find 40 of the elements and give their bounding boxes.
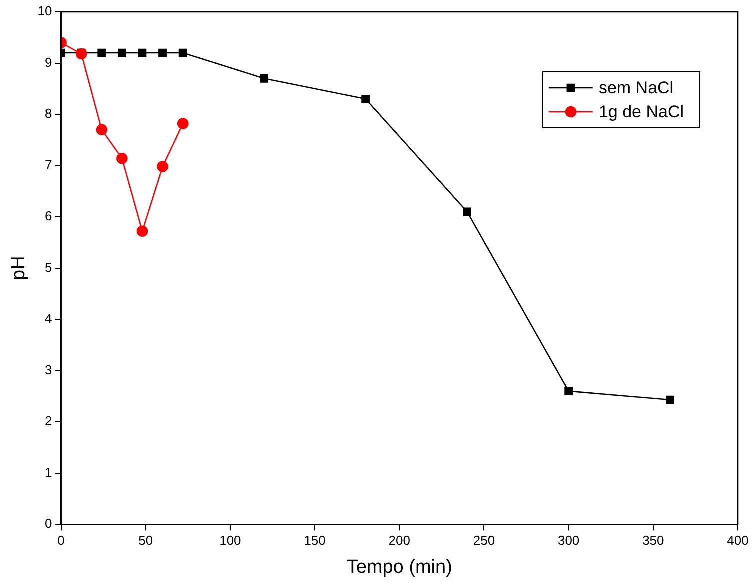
y-tick-label: 6	[45, 208, 52, 224]
point	[158, 48, 167, 58]
y-tick-label: 2	[45, 414, 52, 429]
x-tick-label: 400	[727, 532, 749, 548]
y-tick-label: 4	[45, 311, 52, 326]
point	[96, 124, 108, 136]
point	[116, 152, 128, 164]
point	[260, 74, 268, 83]
x-tick-label: 0	[58, 532, 65, 548]
point	[177, 118, 189, 130]
x-tick-label: 350	[642, 532, 664, 548]
point	[76, 48, 88, 60]
x-tick-label: 300	[558, 532, 580, 548]
y-tick-label: 9	[45, 54, 52, 70]
x-axis-title: Tempo (min)	[346, 556, 452, 578]
y-tick-label: 7	[45, 157, 52, 172]
point	[136, 226, 148, 238]
y-tick-label: 1	[45, 464, 52, 480]
point	[463, 208, 472, 216]
point	[362, 94, 370, 104]
point	[157, 161, 168, 172]
point	[178, 48, 188, 58]
x-tick-label: 250	[473, 532, 496, 548]
y-axis-title: pH	[8, 256, 30, 280]
point	[666, 396, 675, 404]
point	[564, 387, 573, 396]
y-tick-label: 5	[45, 260, 52, 275]
x-tick-label: 50	[138, 532, 154, 548]
x-tick-label: 200	[388, 532, 410, 548]
point	[118, 48, 126, 58]
point	[98, 48, 106, 58]
y-tick-label: 10	[38, 4, 52, 19]
legend-label: sem NaCl	[598, 78, 674, 98]
y-tick-label: 0	[45, 516, 52, 532]
y-tick-label: 3	[45, 362, 52, 378]
x-tick-label: 150	[304, 532, 326, 548]
point	[138, 48, 147, 58]
y-tick-label: 8	[45, 106, 52, 122]
x-tick-label: 100	[220, 532, 242, 548]
legend-label: 1g de NaCl	[598, 102, 684, 122]
